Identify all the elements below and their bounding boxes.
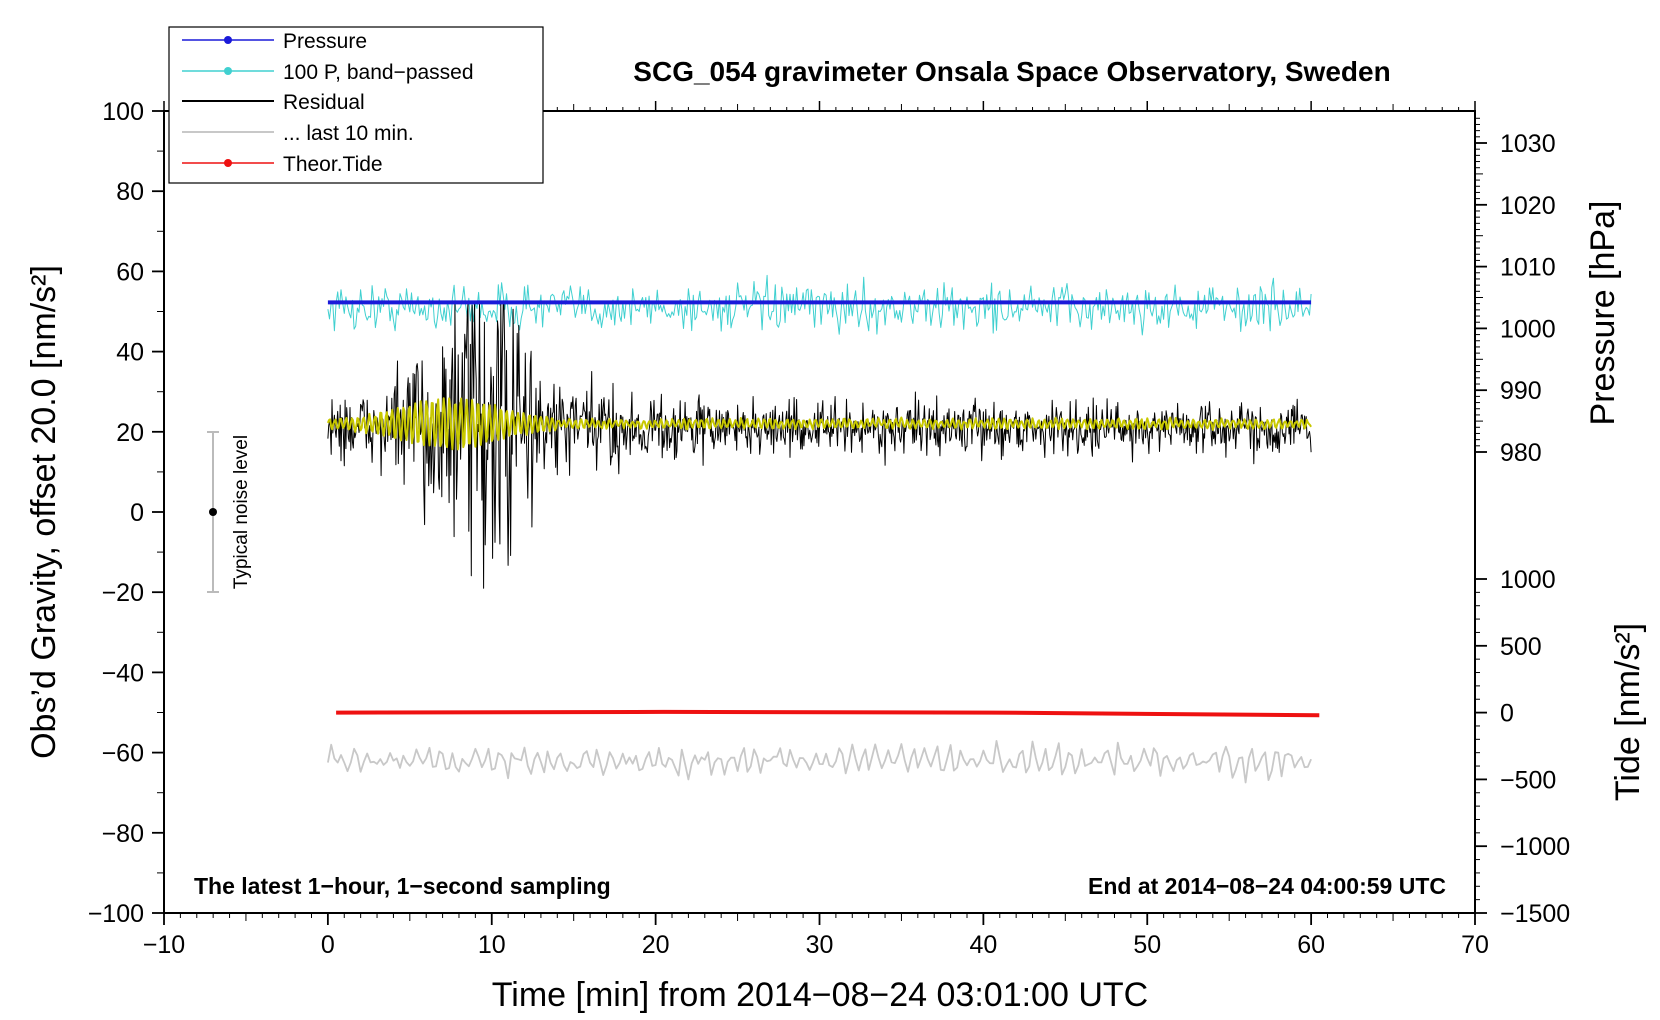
noise-bar: Typical noise level bbox=[207, 431, 252, 593]
legend-label-tide: Theor.Tide bbox=[283, 153, 383, 176]
x-tick-label: 70 bbox=[1461, 931, 1489, 959]
y-tick-label: −40 bbox=[102, 659, 144, 687]
noise-bar-label: Typical noise level bbox=[231, 435, 252, 589]
noise-bar-center bbox=[209, 508, 217, 516]
tide-tick-label: −1000 bbox=[1500, 833, 1570, 861]
pressure-axis-title: Pressure [hPa] bbox=[1584, 201, 1622, 426]
legend-item-tide: Theor.Tide bbox=[182, 153, 383, 176]
y-tick-label: −60 bbox=[102, 740, 144, 768]
tide-tick-label: −1500 bbox=[1500, 900, 1570, 928]
legend-marker-tide bbox=[224, 159, 232, 167]
y-axis-title: Obs’d Gravity, offset 20.0 [nm/s²] bbox=[25, 265, 63, 759]
pressure-tick-label: 1000 bbox=[1500, 315, 1556, 343]
pressure-tick-label: 1020 bbox=[1500, 192, 1556, 220]
y-tick-label: 100 bbox=[102, 98, 144, 126]
annotation-left: The latest 1−hour, 1−second sampling bbox=[194, 873, 611, 899]
legend: Pressure 100 P, band−passed Residual ...… bbox=[168, 26, 544, 184]
legend-label-bandpassed: 100 P, band−passed bbox=[283, 61, 474, 84]
y-tick-label: 40 bbox=[116, 339, 144, 367]
ticks-layer: −10 0 10 20 30 40 50 60 70−100−80−60−40−20020406… bbox=[88, 98, 1571, 959]
pressure-tick-label: 980 bbox=[1500, 439, 1542, 467]
tide-tick-label: 500 bbox=[1500, 633, 1542, 661]
plot-area bbox=[163, 110, 1476, 914]
legend-item-last10: ... last 10 min. bbox=[182, 122, 414, 145]
x-tick-label: 0 bbox=[321, 931, 335, 959]
annotation-right: End at 2014−08−24 04:00:59 UTC bbox=[1088, 873, 1446, 899]
series-layer bbox=[326, 274, 1320, 784]
x-tick-label: 10 bbox=[478, 931, 506, 959]
y-tick-label: 0 bbox=[130, 499, 144, 527]
legend-label-last10: ... last 10 min. bbox=[283, 122, 414, 145]
pressure-tick-label: 990 bbox=[1500, 377, 1542, 405]
plot-frame bbox=[163, 110, 1476, 914]
series-tide bbox=[336, 709, 1320, 718]
tide-tick-label: 1000 bbox=[1500, 566, 1556, 594]
x-axis-title: Time [min] from 2014−08−24 03:01:00 UTC bbox=[492, 976, 1148, 1014]
tide-axis-title: Tide [nm/s²] bbox=[1609, 623, 1647, 801]
tide-tick-label: −500 bbox=[1500, 766, 1556, 794]
legend-label-residual: Residual bbox=[283, 91, 365, 114]
pressure-tick-label: 1030 bbox=[1500, 130, 1556, 158]
legend-item-pressure: Pressure bbox=[182, 30, 367, 53]
series-residual bbox=[327, 303, 1312, 589]
chart-title: SCG_054 gravimeter Onsala Space Observat… bbox=[633, 56, 1390, 87]
y-tick-label: 20 bbox=[116, 419, 144, 447]
y-tick-label: −100 bbox=[88, 900, 144, 928]
legend-item-bandpassed: 100 P, band−passed bbox=[182, 61, 474, 84]
legend-item-residual: Residual bbox=[182, 91, 365, 114]
series-residual-smoothed bbox=[326, 397, 1312, 451]
y-tick-label: −80 bbox=[102, 820, 144, 848]
x-tick-label: 60 bbox=[1297, 931, 1325, 959]
x-tick-label: 40 bbox=[969, 931, 997, 959]
pressure-tick-label: 1010 bbox=[1500, 254, 1556, 282]
y-tick-label: 60 bbox=[116, 258, 144, 286]
x-tick-label: 50 bbox=[1133, 931, 1161, 959]
legend-box bbox=[168, 26, 544, 184]
series-last10 bbox=[327, 740, 1312, 784]
y-tick-label: 80 bbox=[116, 178, 144, 206]
series-bandpassed bbox=[327, 274, 1312, 336]
legend-marker-pressure bbox=[224, 36, 232, 44]
x-tick-label: −10 bbox=[143, 931, 185, 959]
tide-tick-label: 0 bbox=[1500, 700, 1514, 728]
y-tick-label: −20 bbox=[102, 579, 144, 607]
legend-label-pressure: Pressure bbox=[283, 30, 367, 53]
legend-marker-bandpassed bbox=[224, 67, 232, 75]
x-tick-label: 30 bbox=[806, 931, 834, 959]
x-tick-label: 20 bbox=[642, 931, 670, 959]
